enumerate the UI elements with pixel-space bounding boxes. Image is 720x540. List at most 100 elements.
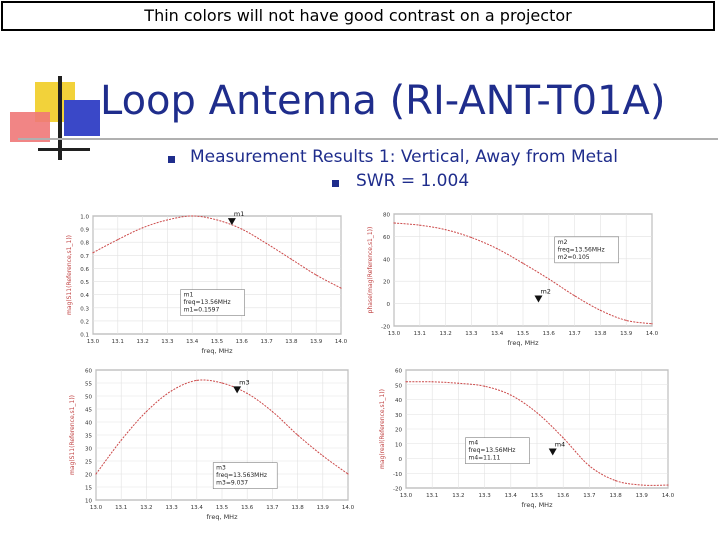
x-tick-label: 13.4 (191, 505, 204, 511)
x-tick-label: 13.0 (388, 331, 401, 337)
x-tick-label: 13.3 (161, 339, 174, 345)
y-tick-label: 0 (387, 302, 391, 308)
data-point (166, 219, 168, 221)
x-tick-label: 13.4 (505, 493, 518, 499)
y-axis-label: mag(S11(Reference,s1_1)) (69, 395, 76, 475)
y-tick-label: 0.5 (80, 280, 89, 286)
marker-readout-line: freq=13.56MHz (468, 447, 515, 454)
data-point (120, 439, 122, 441)
y-axis-label: mag(real(Reference,s1_1)) (379, 389, 386, 469)
y-tick-label: 50 (85, 395, 92, 401)
y-tick-label: 20 (395, 428, 402, 434)
data-point (221, 382, 223, 384)
data-point (271, 411, 273, 413)
contrast-warning-banner: Thin colors will not have good contrast … (1, 1, 715, 31)
y-tick-label: 35 (85, 434, 92, 440)
x-tick-label: 13.8 (291, 505, 304, 511)
x-tick-label: 13.6 (236, 339, 249, 345)
x-tick-label: 14.0 (646, 331, 659, 337)
title-divider (18, 138, 718, 140)
bullet-text-1: Measurement Results 1: Vertical, Away fr… (190, 147, 618, 167)
data-point (171, 390, 173, 392)
y-tick-label: 45 (85, 408, 92, 414)
x-tick-label: 13.2 (452, 493, 464, 499)
chart-s11-magnitude: 1.0 0.9 0.8 0.7 0.6 0.5 0.4 0.3 0.2 0.113.0 13.1 13… (66, 210, 348, 355)
data-point (510, 394, 512, 396)
x-tick-label: 13.8 (609, 493, 622, 499)
marker-label: m3 (239, 378, 249, 386)
marker-label: m1 (234, 210, 244, 218)
y-tick-label: 0 (399, 457, 403, 463)
data-point (117, 239, 119, 241)
x-tick-label: 13.2 (439, 331, 451, 337)
x-tick-label: 13.1 (115, 505, 127, 511)
data-point (405, 381, 407, 383)
x-tick-label: 13.8 (285, 339, 298, 345)
y-tick-label: 60 (383, 235, 390, 241)
data-point (445, 229, 447, 231)
x-axis-label: freq, MHz (508, 339, 540, 347)
marker-readout-line: freq=13.563MHz (216, 472, 267, 479)
y-tick-label: 25 (85, 460, 92, 466)
logo-horizontal-bar (38, 148, 90, 151)
data-point (522, 262, 524, 264)
x-tick-label: 13.9 (317, 505, 330, 511)
y-tick-label: 20 (85, 473, 92, 479)
x-tick-label: 13.1 (112, 339, 124, 345)
x-tick-label: 13.2 (140, 505, 152, 511)
slide-title: Loop Antenna (RI-ANT-T01A) (100, 78, 666, 124)
marker-readout-line: m1=0.1597 (184, 307, 220, 314)
marker-readout-box (180, 289, 245, 316)
y-tick-label: 20 (383, 280, 390, 286)
y-tick-label: 0.8 (80, 241, 89, 247)
x-tick-label: 13.0 (400, 493, 413, 499)
data-point (588, 465, 590, 467)
marker-triangle (534, 295, 543, 303)
bullet-marker-1 (168, 156, 175, 163)
logo-vertical-bar (58, 76, 62, 160)
marker-readout-line: freq=13.56MHz (184, 299, 231, 306)
x-tick-label: 13.7 (260, 339, 273, 345)
y-tick-label: 10 (395, 442, 402, 448)
x-tick-label: 13.3 (465, 331, 478, 337)
data-point (340, 287, 342, 289)
data-point (651, 323, 653, 325)
x-axis-label: freq, MHz (522, 501, 554, 509)
marker-label: m2 (540, 287, 550, 295)
bullet-marker-2 (332, 180, 339, 187)
y-tick-label: 40 (85, 421, 92, 427)
data-point (241, 228, 243, 230)
marker-readout-line: m4 (468, 440, 478, 447)
marker-triangle (233, 386, 242, 394)
logo-red-block (10, 112, 50, 142)
marker-readout-line: m1 (184, 292, 194, 299)
x-axis-label: freq, MHz (207, 513, 239, 521)
marker-readout-line: m4=11.11 (468, 455, 500, 462)
marker-readout-line: freq=13.56MHz (558, 246, 605, 253)
marker-readout-line: m3=9.037 (216, 480, 248, 487)
marker-label: m4 (555, 441, 565, 449)
x-tick-label: 13.5 (517, 331, 530, 337)
data-point (457, 382, 459, 384)
x-tick-label: 13.0 (90, 505, 103, 511)
y-tick-label: 0.9 (80, 228, 89, 234)
x-tick-label: 13.8 (594, 331, 607, 337)
x-tick-label: 14.0 (662, 493, 675, 499)
x-tick-label: 13.7 (583, 493, 596, 499)
x-tick-label: 13.5 (531, 493, 544, 499)
x-tick-label: 13.1 (414, 331, 426, 337)
data-point (548, 278, 550, 280)
y-tick-label: 10 (85, 499, 92, 505)
y-tick-label: -20 (381, 325, 390, 331)
marker-readout-line: m2=0.105 (558, 254, 590, 261)
x-tick-label: 14.0 (335, 339, 348, 345)
marker-readout-line: m3 (216, 465, 226, 472)
y-tick-label: 40 (383, 257, 390, 263)
data-point (484, 385, 486, 387)
x-tick-label: 13.0 (87, 339, 100, 345)
data-point (431, 381, 433, 383)
y-tick-label: 1.0 (80, 215, 89, 221)
y-axis-label: mag(S11(Reference,s1_1)) (66, 235, 73, 315)
x-tick-label: 13.6 (543, 331, 556, 337)
data-point (470, 236, 472, 239)
